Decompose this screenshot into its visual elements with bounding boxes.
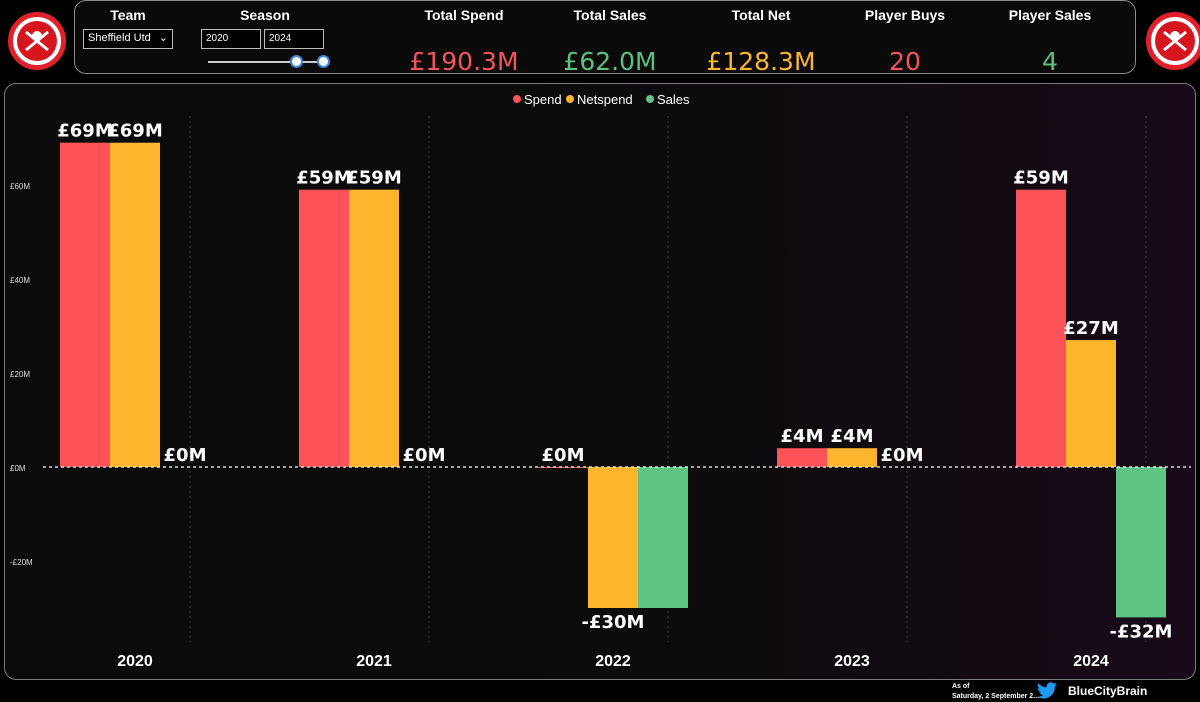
- season-slider-start-handle[interactable]: [290, 55, 303, 68]
- season-label: Season: [240, 7, 290, 23]
- kpi-total-net-value: £128.3M: [706, 47, 816, 76]
- bar-netspend-2021: [349, 189, 399, 467]
- bar-spend-2023: [777, 448, 827, 467]
- x-tick-label: 2022: [595, 653, 631, 670]
- kpi-total-net-label: Total Net: [731, 7, 791, 23]
- data-label: £4M: [831, 426, 874, 447]
- legend-label-sales: Sales: [657, 92, 690, 107]
- twitter-handle[interactable]: BlueCityBrain: [1068, 684, 1148, 698]
- legend-marker-netspend: [566, 95, 574, 103]
- legend-marker-sales: [646, 95, 654, 103]
- kpi-player-sales-value: 4: [1042, 47, 1058, 76]
- data-label: £27M: [1063, 318, 1119, 339]
- kpi-total-spend-label: Total Spend: [424, 7, 504, 23]
- legend-label-spend: Spend: [524, 92, 562, 107]
- data-label: -£32M: [1110, 621, 1173, 642]
- y-tick-label: £0M: [10, 464, 26, 473]
- filter-header: Team Sheffield Utd ⌄ Season 2020 2024 To…: [74, 0, 1136, 76]
- chevron-down-icon: ⌄: [158, 32, 168, 44]
- bar-netspend-2022: [588, 467, 638, 608]
- data-label: £69M: [107, 121, 163, 142]
- data-label: £0M: [164, 445, 207, 466]
- kpi-player-buys-value: 20: [889, 47, 921, 76]
- kpi-total-sales-label: Total Sales: [573, 7, 647, 23]
- legend-label-netspend: Netspend: [577, 92, 633, 107]
- data-label: £59M: [296, 168, 352, 189]
- data-label: £69M: [57, 121, 113, 142]
- bar-spend-2021: [299, 189, 349, 467]
- data-label: £0M: [542, 445, 585, 466]
- twitter-bird-icon[interactable]: [1036, 682, 1058, 700]
- y-tick-label: £20M: [10, 370, 30, 379]
- season-to-input[interactable]: 2024: [264, 29, 324, 49]
- data-label: -£30M: [582, 612, 645, 633]
- as-of-text: As of Saturday, 2 September 2...: [952, 682, 1039, 702]
- club-crest-icon: [8, 12, 66, 70]
- season-slider-end-handle[interactable]: [317, 55, 330, 68]
- data-label: £4M: [781, 426, 824, 447]
- data-label: £0M: [403, 445, 446, 466]
- data-label: £0M: [881, 445, 924, 466]
- y-tick-label: -£20M: [10, 558, 33, 567]
- kpi-player-buys-label: Player Buys: [864, 7, 946, 23]
- as-of-label: As of: [952, 683, 970, 690]
- bar-sales-2024: [1116, 467, 1166, 618]
- x-tick-label: 2023: [834, 653, 870, 670]
- team-label: Team: [110, 7, 146, 23]
- y-tick-label: £60M: [10, 182, 30, 191]
- bar-sales-2022: [638, 467, 688, 608]
- team-value: Sheffield Utd: [88, 32, 151, 44]
- y-tick-label: £40M: [10, 276, 30, 285]
- team-dropdown[interactable]: Sheffield Utd ⌄: [83, 29, 173, 49]
- kpi-player-sales-label: Player Sales: [1008, 7, 1092, 23]
- season-from-input[interactable]: 2020: [201, 29, 261, 49]
- bar-spend-2024: [1016, 189, 1066, 467]
- bar-spend-2020: [60, 142, 110, 467]
- as-of-date: Saturday, 2 September 2...: [952, 693, 1040, 700]
- data-label: £59M: [1013, 168, 1069, 189]
- data-label: £59M: [346, 168, 402, 189]
- transfer-bar-chart: Spend Netspend Sales £60M £40M £20M £0M -£20M £6…: [10, 92, 1191, 670]
- kpi-total-spend-value: £190.3M: [409, 47, 519, 76]
- club-crest-icon: [1146, 12, 1200, 70]
- legend-marker-spend: [513, 95, 521, 103]
- season-slider-track[interactable]: [208, 61, 326, 63]
- x-tick-label: 2020: [117, 653, 153, 670]
- bar-netspend-2023: [827, 448, 877, 467]
- bar-netspend-2024: [1066, 340, 1116, 467]
- x-tick-label: 2024: [1073, 653, 1109, 670]
- bar-spend-2022: [538, 467, 588, 468]
- kpi-total-sales-value: £62.0M: [563, 47, 657, 76]
- x-tick-label: 2021: [356, 653, 392, 670]
- chart-panel: Spend Netspend Sales £60M £40M £20M £0M -£20M £6…: [4, 83, 1196, 680]
- bar-netspend-2020: [110, 142, 160, 467]
